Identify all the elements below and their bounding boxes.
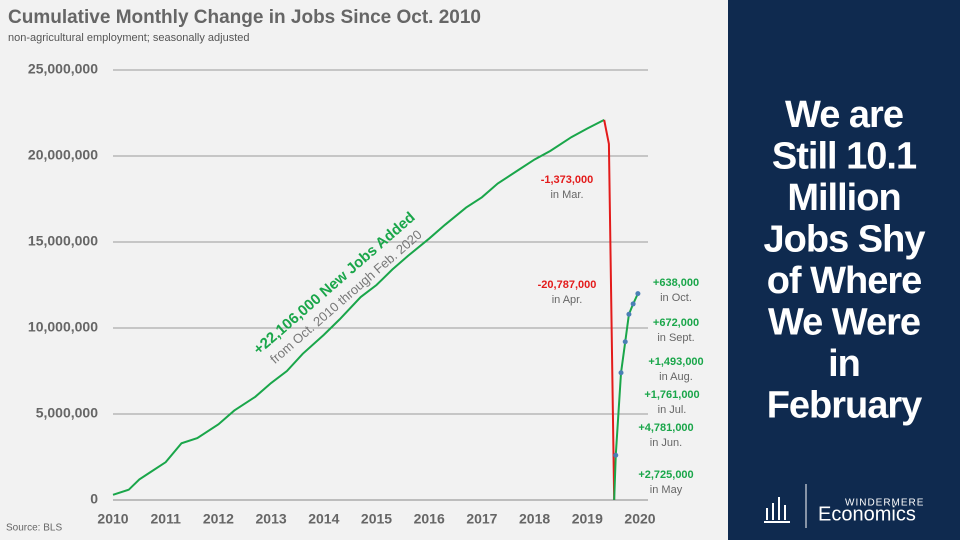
headline-line: February bbox=[767, 385, 922, 427]
x-tick-label: 2017 bbox=[466, 511, 497, 527]
point bbox=[630, 301, 636, 307]
point bbox=[635, 291, 641, 297]
annotation-note: in Sept. bbox=[657, 332, 694, 344]
point bbox=[622, 339, 628, 345]
y-tick-label: 0 bbox=[90, 491, 98, 507]
line bbox=[112, 118, 605, 496]
headline-line: We are bbox=[785, 94, 903, 136]
y-tick-label: 15,000,000 bbox=[28, 233, 98, 249]
annotation-note: in Aug. bbox=[659, 371, 693, 383]
source: Source: BLS bbox=[6, 523, 62, 534]
point bbox=[618, 370, 624, 376]
x-tick-label: 2010 bbox=[97, 511, 128, 527]
annotation-label: +1,761,000 bbox=[644, 389, 699, 401]
point bbox=[613, 452, 619, 458]
brand-icon bbox=[764, 484, 807, 528]
x-tick-label: 2016 bbox=[414, 511, 445, 527]
y-tick-label: 10,000,000 bbox=[28, 319, 98, 335]
line bbox=[603, 119, 616, 501]
headline-line: Still 10.1 bbox=[772, 136, 917, 178]
brand-top: WINDERMERE bbox=[845, 498, 924, 509]
headline-line: We Were bbox=[768, 302, 920, 344]
annotation-label: +22,106,000 New Jobs Added bbox=[250, 209, 418, 358]
annotation-note: in May bbox=[650, 484, 683, 496]
annotation-note: in Mar. bbox=[550, 189, 583, 201]
chart-subtitle: non-agricultural employment; seasonally … bbox=[8, 32, 250, 44]
chart-title: Cumulative Monthly Change in Jobs Since … bbox=[8, 7, 481, 28]
point bbox=[626, 311, 632, 317]
x-tick-label: 2020 bbox=[624, 511, 655, 527]
brand-bottom: Economics bbox=[818, 503, 916, 525]
headline-line: Million bbox=[787, 177, 900, 219]
x-tick-label: 2019 bbox=[572, 511, 603, 527]
x-tick-label: 2014 bbox=[308, 511, 339, 527]
x-tick-label: 2015 bbox=[361, 511, 392, 527]
annotation-note: in Apr. bbox=[552, 294, 583, 306]
annotation-label: +672,000 bbox=[653, 317, 699, 329]
annotation-note: from Oct. 2010 through Feb. 2020 bbox=[267, 227, 425, 367]
x-tick-label: 2013 bbox=[256, 511, 287, 527]
headline-line: in bbox=[828, 343, 860, 385]
y-tick-label: 5,000,000 bbox=[36, 405, 98, 421]
annotation-label: -1,373,000 bbox=[541, 174, 594, 186]
x-tick-label: 2012 bbox=[203, 511, 234, 527]
annotation-label: +4,781,000 bbox=[638, 422, 693, 434]
headline-line: of Where bbox=[767, 260, 922, 302]
annotation-label: +2,725,000 bbox=[638, 469, 693, 481]
x-tick-label: 2011 bbox=[151, 511, 182, 527]
headline-line: Jobs Shy bbox=[764, 219, 926, 261]
annotation-label: +638,000 bbox=[653, 277, 699, 289]
line bbox=[613, 293, 639, 501]
x-tick-label: 2018 bbox=[519, 511, 550, 527]
y-tick-label: 20,000,000 bbox=[28, 147, 98, 163]
annotation-label: +1,493,000 bbox=[648, 356, 703, 368]
sidebar bbox=[728, 0, 960, 540]
annotation-note: in Jun. bbox=[650, 437, 682, 449]
y-tick-label: 25,000,000 bbox=[28, 61, 98, 77]
annotation-note: in Oct. bbox=[660, 292, 692, 304]
annotation-label: -20,787,000 bbox=[538, 279, 597, 291]
annotation-note: in Jul. bbox=[658, 404, 687, 416]
